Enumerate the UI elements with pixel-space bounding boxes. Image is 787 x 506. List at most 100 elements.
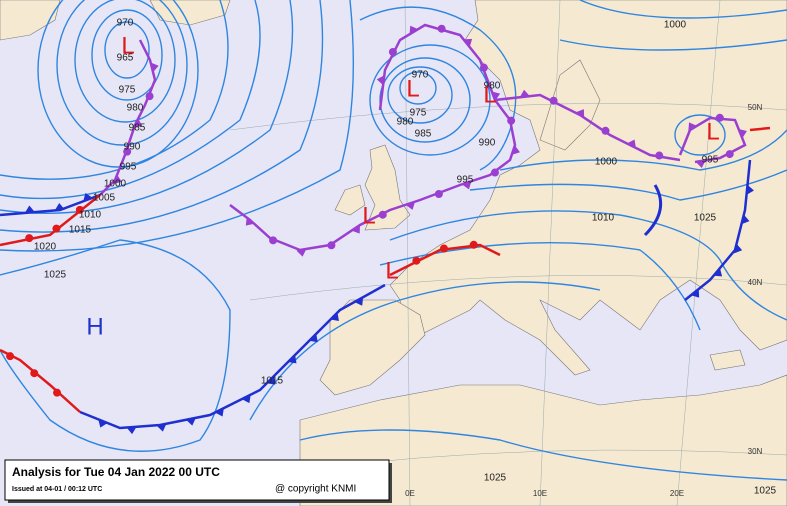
grid-label: 20E — [670, 489, 684, 498]
front-symbol — [269, 236, 278, 245]
front-symbol — [713, 268, 723, 277]
caption: Analysis for Tue 04 Jan 2022 00 UTC Issu… — [4, 459, 392, 503]
front-symbol — [412, 256, 421, 265]
grid-label: 30N — [748, 447, 763, 456]
front-symbol — [214, 408, 224, 417]
front-symbol — [746, 184, 754, 195]
front-symbol — [601, 126, 610, 135]
caption-issued: Issued at 04-01 / 00:12 UTC — [12, 486, 102, 493]
grid-label: 50N — [748, 103, 763, 112]
front-symbol — [354, 297, 364, 306]
fronts — [0, 23, 771, 435]
front-symbol — [490, 168, 499, 177]
front-symbol — [378, 210, 387, 219]
isobar-label: 995 — [120, 162, 137, 173]
front-symbol — [98, 419, 108, 428]
front-symbol — [626, 139, 636, 148]
isobar-label: 1025 — [44, 270, 67, 281]
front-symbol — [54, 203, 65, 211]
front-symbol — [113, 174, 122, 184]
front-symbol — [376, 75, 385, 86]
isobar-label: 980 — [397, 117, 414, 128]
front-symbol — [479, 63, 488, 72]
grid-label: 0E — [405, 489, 415, 498]
isobar-label: 975 — [410, 108, 427, 119]
caption-title: Analysis for Tue 04 Jan 2022 00 UTC — [12, 465, 220, 479]
caption-copyright: @ copyright KNMI — [275, 484, 356, 495]
front-symbol — [715, 113, 724, 122]
trough — [643, 184, 663, 237]
pressure-center: L — [483, 81, 496, 108]
front-symbol — [6, 352, 15, 361]
front-symbol — [241, 394, 251, 404]
front-symbol — [296, 248, 307, 257]
isobar-label: 1025 — [754, 486, 777, 497]
isobar-label: 1005 — [93, 193, 116, 204]
isobar-label: 1010 — [592, 213, 615, 224]
front — [99, 39, 157, 196]
front-symbol — [469, 240, 478, 249]
front-symbol — [695, 160, 706, 169]
isobar-label: 980 — [484, 81, 501, 92]
front-symbol — [288, 354, 297, 364]
pressure-center: L — [706, 118, 719, 145]
front-symbol — [123, 147, 132, 156]
front-symbol — [133, 118, 143, 128]
isobars — [0, 0, 787, 481]
isobar-label: 1015 — [261, 376, 284, 387]
isobar-label: 1000 — [595, 157, 618, 168]
front-symbol — [439, 244, 448, 253]
isobar-label: 1025 — [694, 213, 717, 224]
front-symbol — [126, 426, 137, 435]
isobar-label: 970 — [412, 70, 429, 81]
front-symbol — [30, 369, 39, 378]
pressure-center: L — [406, 75, 419, 102]
isobar-label: 990 — [124, 142, 141, 153]
front-symbol — [309, 333, 318, 343]
isobar-label: 980 — [127, 103, 144, 114]
isobar-label: 995 — [702, 155, 719, 166]
front-symbol — [53, 388, 62, 397]
front-symbol — [327, 241, 336, 250]
front-symbol — [511, 145, 520, 155]
pressure-center: H — [86, 313, 103, 340]
isobar-label: 970 — [117, 18, 134, 29]
front-symbol — [185, 417, 196, 426]
front-symbol — [519, 89, 530, 98]
front-symbol — [150, 62, 159, 73]
front-symbol — [461, 181, 472, 190]
front-symbol — [434, 189, 443, 198]
isobar-label: 995 — [457, 175, 474, 186]
front-symbol — [405, 201, 416, 210]
isobar-label: 1020 — [34, 242, 57, 253]
front — [749, 126, 771, 132]
isobar-label: 985 — [129, 123, 146, 134]
front-symbol — [52, 224, 61, 233]
front-symbol — [725, 150, 734, 159]
front-symbol — [690, 289, 700, 298]
front-symbol — [351, 225, 360, 234]
front-symbol — [24, 205, 35, 213]
front-symbol — [388, 47, 397, 56]
front-symbol — [145, 92, 154, 101]
isobar-label: 1000 — [104, 179, 127, 190]
isobar-label: 1000 — [664, 20, 687, 31]
front — [494, 93, 681, 162]
isobar-label: 975 — [119, 85, 136, 96]
isobar-label: 1010 — [79, 210, 102, 221]
front-symbol — [156, 423, 167, 432]
front-symbol — [463, 38, 473, 48]
front-symbol — [75, 205, 84, 214]
isobar-label: 1025 — [484, 473, 507, 484]
isobar-label: 990 — [479, 138, 496, 149]
front-symbol — [549, 96, 558, 105]
front-symbol — [575, 109, 585, 118]
front-symbol — [688, 122, 697, 131]
isobar-label: 965 — [117, 53, 134, 64]
front-symbol — [655, 151, 664, 160]
isobar-label: 985 — [415, 129, 432, 140]
pressure-center: L — [362, 202, 375, 229]
isobar-label: 1015 — [69, 225, 92, 236]
